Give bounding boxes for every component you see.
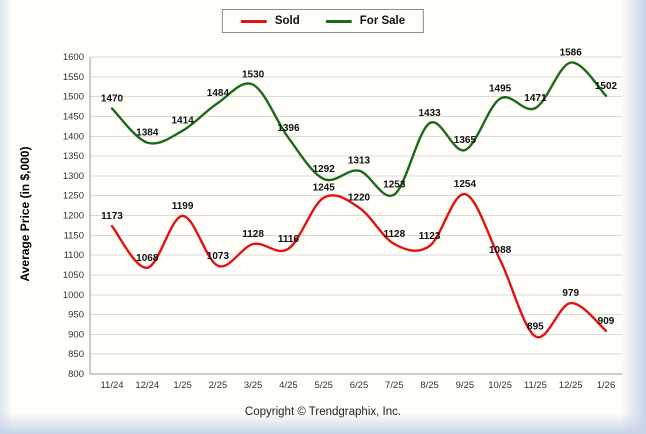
copyright-text: Copyright © Trendgraphix, Inc. [244, 406, 402, 418]
for-sale-point-label: 1471 [524, 93, 547, 104]
for-sale-point-label: 1433 [418, 108, 441, 119]
y-tick-label: 1250 [63, 191, 84, 202]
for-sale-point-label: 1495 [489, 84, 512, 95]
x-tick-label: 7/25 [385, 380, 404, 391]
for-sale-point-label: 1414 [171, 116, 194, 127]
for-sale-line [110, 61, 608, 198]
x-tick-label: 12/24 [135, 380, 159, 391]
line-chart: 800 850 900 950 1000 1050 1100 1150 1200 1250 1300… [63, 48, 622, 391]
for-sale-point-label: 1530 [242, 70, 265, 81]
sold-point-label: 979 [562, 288, 579, 299]
sold-line [110, 192, 608, 339]
y-tick-label: 1200 [63, 211, 84, 222]
sold-point-label: 1068 [136, 253, 159, 264]
sold-point-label: 1128 [383, 229, 405, 240]
x-tick-label: 8/25 [420, 380, 439, 391]
y-tick-label: 800 [68, 369, 84, 380]
x-tick-label: 1/25 [173, 380, 192, 391]
x-tick-label: 10/25 [488, 380, 512, 391]
sold-point-label: 1073 [207, 251, 230, 262]
for-sale-point-label: 1586 [560, 48, 583, 59]
y-tick-label: 1000 [63, 290, 84, 301]
y-tick-label: 1350 [63, 151, 84, 162]
legend-label-for-sale: For Sale [359, 15, 406, 27]
legend: Sold For Sale [221, 9, 425, 33]
y-axis-title: Average Price (in $,000) [18, 146, 32, 282]
for-sale-point-label: 1502 [595, 81, 618, 92]
y-tick-label: 1400 [63, 131, 84, 142]
y-tick-label: 1550 [63, 72, 84, 83]
for-sale-point-label: 1384 [136, 128, 159, 139]
sold-point-label: 1116 [278, 234, 300, 245]
sold-point-label: 1245 [313, 183, 336, 194]
sold-point-label: 1173 [101, 211, 123, 222]
y-tick-label: 950 [68, 310, 84, 321]
for-sale-line-swatch [325, 19, 352, 23]
sold-point-label: 1254 [454, 179, 477, 190]
x-tick-label: 9/25 [456, 380, 475, 391]
for-sale-point-label: 1484 [207, 88, 230, 99]
x-tick-label: 11/25 [524, 380, 547, 391]
y-tick-label: 1500 [63, 92, 84, 103]
legend-item-sold: Sold [240, 15, 300, 27]
x-tick-label: 6/25 [350, 380, 369, 391]
x-tick-label: 5/25 [314, 380, 333, 391]
for-sale-point-label: 1365 [454, 135, 477, 146]
x-tick-label: 2/25 [209, 380, 228, 391]
sold-point-label: 1220 [348, 193, 371, 204]
y-tick-label: 1300 [63, 171, 84, 182]
legend-label-sold: Sold [274, 15, 300, 27]
for-sale-point-label: 1253 [383, 180, 406, 191]
sold-point-label: 1123 [419, 231, 441, 242]
x-tick-label: 3/25 [244, 380, 263, 391]
sold-point-label: 1128 [242, 229, 264, 240]
sold-line-swatch [240, 19, 267, 23]
y-tick-label: 1450 [63, 111, 84, 122]
legend-item-for-sale: For Sale [325, 15, 406, 27]
y-tick-label: 1100 [64, 250, 84, 261]
x-tick-label: 11/24 [100, 380, 123, 391]
for-sale-point-label: 1313 [348, 156, 371, 167]
y-tick-label: 900 [68, 329, 84, 340]
y-tick-label: 850 [68, 349, 84, 360]
for-sale-point-label: 1292 [313, 164, 336, 175]
sold-point-label: 1088 [489, 245, 512, 256]
x-tick-label: 12/25 [559, 380, 583, 391]
sold-point-label: 895 [527, 321, 544, 332]
sold-point-label: 909 [598, 316, 615, 327]
for-sale-point-label: 1396 [277, 123, 300, 134]
y-tick-label: 1150 [64, 230, 84, 241]
x-tick-label: 1/26 [597, 380, 616, 391]
y-tick-label: 1050 [63, 270, 84, 281]
for-sale-point-label: 1470 [101, 94, 124, 105]
y-tick-label: 1600 [63, 52, 84, 63]
x-tick-label: 4/25 [279, 380, 298, 391]
sold-point-label: 1199 [172, 201, 194, 212]
